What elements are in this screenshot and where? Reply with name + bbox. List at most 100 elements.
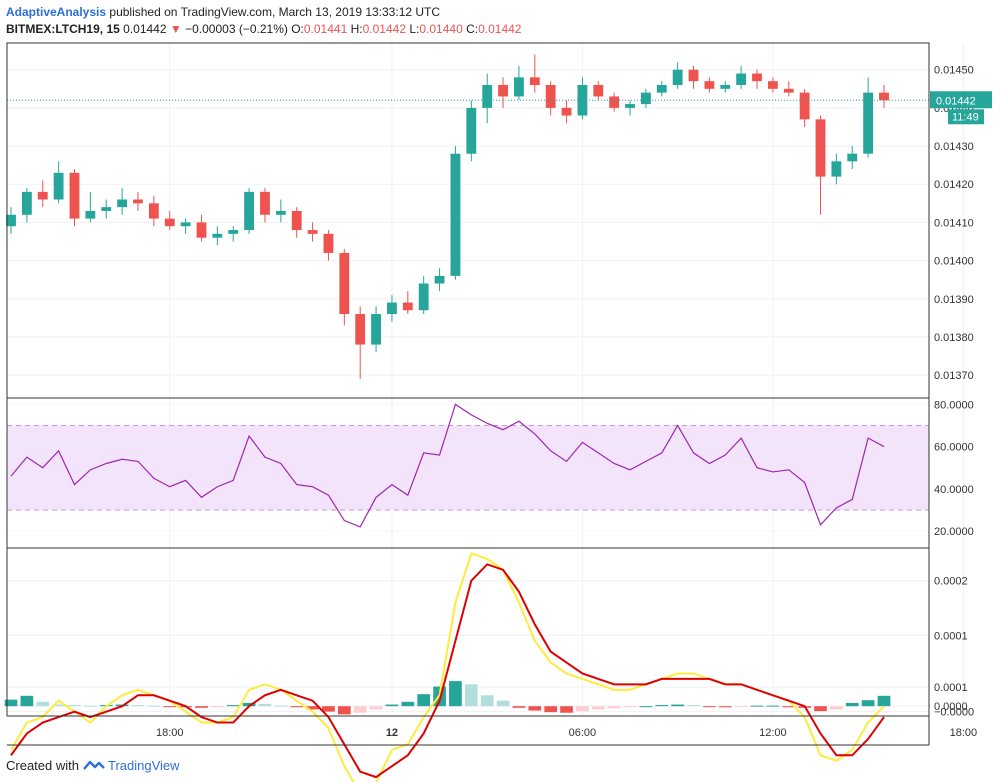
price-tick-label-4: 0.01410: [934, 217, 974, 229]
candle-body-44: [704, 81, 715, 89]
macd-hist-bar-1: [20, 695, 34, 707]
macd-hist-bar-30: [480, 695, 494, 707]
footer: Created with TradingView: [6, 758, 180, 773]
candle-body-4: [69, 172, 80, 219]
price-tick-label-5: 0.01400: [934, 256, 974, 268]
candle-body-10: [164, 218, 175, 227]
candle-body-8: [133, 199, 143, 204]
macd-hist-bar-37: [591, 706, 605, 710]
rsi-band: [7, 425, 929, 510]
candle-41: [656, 81, 667, 97]
candle-body-23: [371, 314, 381, 345]
macd-hist-bar-3: [52, 704, 65, 707]
candle-body-32: [514, 77, 524, 97]
publish-info: AdaptiveAnalysis published on TradingVie…: [6, 5, 440, 19]
candle-35: [561, 100, 572, 124]
rsi-tick-label-0: 80.0000: [934, 399, 974, 411]
candle-body-25: [402, 302, 413, 311]
tradingview-brand[interactable]: TradingView: [108, 758, 180, 773]
candle-body-52: [831, 161, 842, 177]
candle-body-2: [37, 191, 48, 200]
macd-hist-bar-36: [576, 706, 589, 712]
candle-36: [577, 77, 588, 120]
candle-46: [736, 65, 747, 89]
macd-tick-label-2: 0.0001: [934, 682, 968, 694]
candle-body-50: [799, 92, 810, 120]
macd-hist-bar-4: [68, 705, 81, 707]
macd-hist-bar-45: [718, 706, 732, 708]
countdown-label: 11:49: [952, 111, 979, 123]
macd-hist-bar-54: [861, 700, 875, 707]
candle-body-17: [275, 210, 286, 215]
macd-hist-bar-43: [687, 705, 700, 707]
high-value: 0.01442: [362, 22, 406, 36]
candle-28: [450, 146, 461, 280]
candle-31: [498, 77, 508, 108]
last-price-tag: [930, 91, 992, 109]
price-tick-label-6: 0.01390: [934, 294, 974, 306]
candle-body-55: [879, 92, 889, 101]
candle-body-33: [529, 77, 540, 85]
candle-body-39: [625, 104, 635, 108]
candle-34: [545, 81, 556, 116]
rsi-tick-label-1: 60.0000: [934, 442, 974, 454]
candle-body-31: [498, 84, 508, 97]
candle-2: [37, 180, 48, 208]
macd-hist-bar-8: [131, 705, 145, 707]
author-link[interactable]: AdaptiveAnalysis: [6, 5, 107, 19]
macd-hist-bar-51: [814, 706, 827, 712]
candle-body-9: [148, 203, 159, 219]
candle-17: [275, 199, 286, 223]
published-text: published on TradingView.com, March 13, …: [109, 5, 441, 19]
candle-29: [466, 100, 477, 162]
candle-body-1: [21, 191, 32, 215]
candle-16: [260, 188, 270, 223]
macd-hist-bar-49: [782, 706, 796, 708]
macd-tick-label-1: 0.0001: [934, 630, 968, 642]
macd-hist-bar-47: [750, 705, 764, 707]
candle-27: [434, 268, 445, 292]
candle-48: [767, 77, 778, 93]
last-price-tag-label: 0.01442: [936, 95, 976, 107]
candle-4: [69, 168, 80, 227]
macd-hist-bar-12: [195, 706, 208, 708]
macd-hist-bar-13: [210, 706, 224, 708]
candle-32: [514, 65, 524, 101]
candle-body-21: [339, 252, 350, 315]
candle-body-48: [767, 81, 778, 89]
candle-body-35: [561, 107, 572, 116]
time-tick-label-0: 18:00: [156, 727, 184, 739]
price-tick-label-7: 0.01380: [934, 332, 974, 344]
candle-33: [529, 54, 540, 93]
candle-51: [815, 115, 826, 215]
candle-body-27: [434, 275, 445, 284]
macd-hist-bar-15: [242, 702, 256, 707]
candle-body-28: [450, 153, 461, 276]
macd-hist-bar-21: [337, 706, 351, 715]
candle-body-36: [577, 84, 588, 116]
candle-54: [863, 77, 874, 158]
macd-hist-bar-26: [417, 694, 431, 707]
down-arrow-icon: ▼: [169, 22, 182, 36]
candle-body-12: [196, 222, 207, 238]
macd-hist-bar-28: [449, 681, 462, 707]
macd-hist-bar-10: [163, 706, 177, 708]
open-value: 0.01441: [303, 22, 348, 36]
candle-body-34: [545, 84, 556, 108]
candle-body-7: [117, 199, 128, 208]
candle-body-29: [466, 107, 477, 154]
candle-25: [402, 291, 413, 315]
macd-hist-bar-16: [258, 704, 272, 707]
macd-hist-bar-14: [226, 705, 240, 707]
candle-55: [879, 84, 889, 108]
close-label: C:: [466, 22, 479, 36]
candle-50: [799, 88, 810, 127]
macd-hist-bar-22: [353, 706, 367, 713]
candle-11: [180, 218, 191, 234]
candle-body-24: [387, 302, 397, 315]
candle-52: [831, 153, 842, 185]
candle-18: [291, 207, 302, 238]
close-value: 0.01442: [478, 22, 522, 36]
candle-42: [672, 62, 683, 89]
